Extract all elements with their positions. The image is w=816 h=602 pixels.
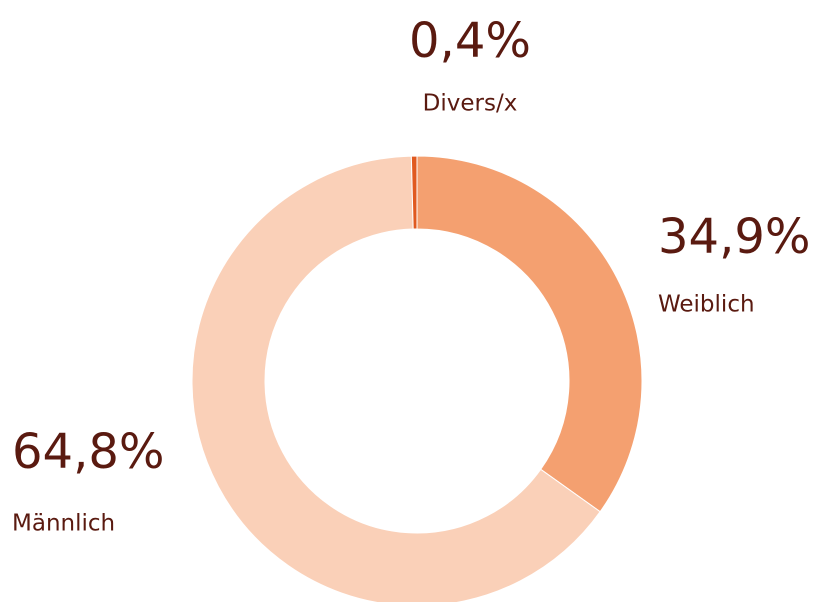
donut-slice [416,155,643,513]
value-label: 34,9% [658,209,810,265]
donut-slice [410,155,418,230]
category-label: Weiblich [658,292,755,318]
category-label: Männlich [12,511,115,537]
value-label: 0,4% [409,13,531,69]
value-label: 64,8% [12,424,164,480]
donut-slice [191,155,601,602]
category-label: Divers/x [423,91,518,117]
